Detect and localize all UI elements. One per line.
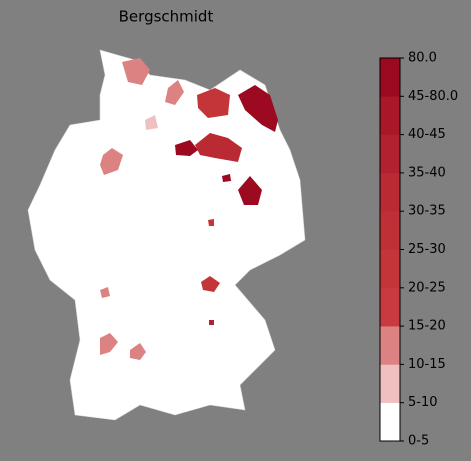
colorbar-label: 80.0	[408, 51, 437, 66]
colorbar-label: 45-80.0	[408, 89, 458, 104]
region	[100, 287, 110, 298]
colorbar-label: 5-10	[408, 395, 438, 410]
colorbar-segment	[380, 326, 400, 365]
colorbar-label: 25-30	[408, 242, 446, 257]
region	[222, 174, 231, 182]
colorbar-segment	[380, 58, 400, 97]
colorbar: 0-5 5-10 10-15 15-20 20-25 25-30 30-35 35-40 40-…	[379, 51, 458, 449]
colorbar-segment	[380, 402, 400, 442]
region	[130, 343, 146, 360]
region	[208, 219, 214, 226]
region	[209, 320, 214, 325]
region	[238, 176, 262, 205]
colorbar-label: 0-5	[408, 434, 429, 449]
region	[238, 85, 278, 132]
colorbar-label: 40-45	[408, 127, 446, 142]
region	[100, 333, 118, 355]
colorbar-segment	[380, 211, 400, 250]
country-outline	[27, 49, 306, 421]
region	[100, 148, 123, 175]
colorbar-segment	[380, 287, 400, 327]
colorbar-segment	[380, 172, 400, 212]
germany-map	[27, 49, 306, 421]
colorbar-label: 10-15	[408, 357, 446, 372]
colorbar-label: 30-35	[408, 204, 446, 219]
region	[175, 140, 198, 156]
colorbar-label: 20-25	[408, 280, 446, 295]
colorbar-label: 35-40	[408, 165, 446, 180]
colorbar-segment	[380, 96, 400, 135]
region	[145, 115, 158, 130]
colorbar-segment	[380, 134, 400, 174]
region	[197, 88, 230, 118]
region	[201, 276, 220, 292]
region	[122, 58, 150, 85]
colorbar-label: 15-20	[408, 319, 446, 334]
map-title: Bergschmidt	[119, 8, 214, 26]
region	[165, 80, 184, 105]
region	[195, 133, 242, 162]
colorbar-segment	[380, 364, 400, 403]
colorbar-segment	[380, 249, 400, 289]
